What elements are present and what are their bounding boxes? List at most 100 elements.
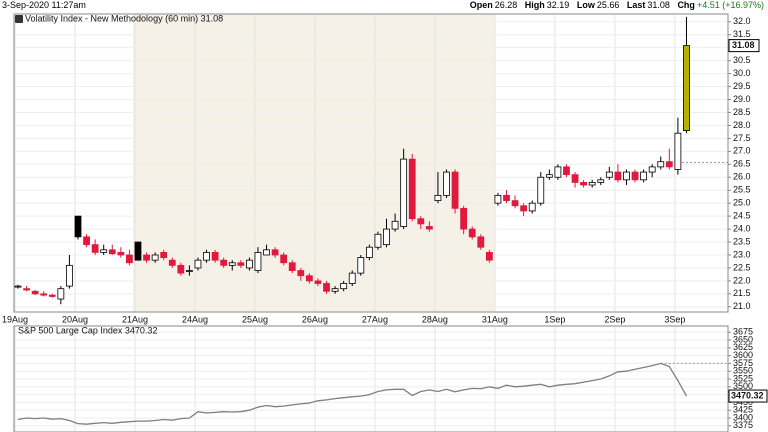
- x-tick-label: 27Aug: [362, 314, 388, 324]
- quote-label: Open: [469, 0, 493, 10]
- last-value-label: 3470.32: [731, 390, 764, 400]
- candle-body: [605, 171, 613, 178]
- y-tick-label: 29.5: [733, 81, 751, 91]
- candle-body: [126, 254, 133, 264]
- quote-value: 26.28: [494, 0, 518, 10]
- x-tick-label: 31Aug: [482, 314, 508, 324]
- candle-body: [91, 244, 99, 253]
- x-tick-label: 1Sep: [544, 314, 565, 324]
- last-value-box: [728, 389, 768, 403]
- x-tick-label: 3Sep: [664, 314, 685, 324]
- quote-label: Chg: [677, 0, 695, 10]
- candle-body: [614, 171, 622, 181]
- candle-body: [425, 226, 433, 230]
- candle-body: [494, 194, 502, 204]
- candle-body: [151, 254, 159, 261]
- y-tick-label: 21.0: [733, 301, 751, 311]
- candle-body: [443, 171, 450, 196]
- quote-label: Low: [576, 0, 595, 10]
- candle-body: [597, 179, 605, 183]
- candle-body: [14, 285, 22, 288]
- candle-body: [357, 257, 365, 274]
- quote-label: High: [524, 0, 545, 10]
- candle-body: [348, 272, 356, 284]
- candle-body: [168, 259, 176, 266]
- y-tick-label: 30.0: [733, 68, 751, 78]
- candle-body: [117, 251, 125, 256]
- datetime: 3-Sep-2020 11:27am: [2, 0, 86, 10]
- candle-body: [203, 251, 210, 261]
- y-tick-label: 27.0: [733, 146, 751, 156]
- candle-body: [640, 171, 648, 181]
- candle-body: [160, 251, 168, 258]
- y-tick-label: 25.0: [733, 198, 751, 208]
- y-tick-label: 3575: [733, 358, 753, 368]
- candle-body: [108, 249, 116, 255]
- candle-body: [580, 182, 588, 186]
- candle-body: [185, 270, 193, 272]
- y-tick-label: 3425: [733, 405, 753, 415]
- candle-body: [408, 158, 416, 220]
- y-tick-label: 3400: [733, 412, 753, 422]
- quote-label: Last: [626, 0, 646, 10]
- candle-body: [511, 200, 519, 207]
- y-tick-label: 25.5: [733, 185, 751, 195]
- y-tick-label: 29.0: [733, 94, 751, 104]
- candle-body: [305, 275, 313, 282]
- candle-body: [648, 166, 656, 173]
- candle-body: [237, 262, 245, 266]
- panel-title: S&P 500 Large Cap Index 3470.32: [18, 325, 157, 335]
- x-tick-label: 28Aug: [422, 314, 448, 324]
- y-tick-label: 22.0: [733, 275, 751, 285]
- quote-value: 32.19: [546, 0, 570, 10]
- candle-body: [417, 218, 425, 225]
- y-tick-label: 3500: [733, 381, 753, 391]
- y-tick-label: 31.5: [733, 29, 751, 39]
- quote-value: 31.08: [647, 0, 670, 10]
- quote: Open 26.28 High 32.19 Low 25.66 Last 31.08 C…: [465, 0, 764, 11]
- candle-body: [468, 228, 476, 238]
- candle-body: [23, 288, 30, 291]
- y-tick-label: 28.0: [733, 120, 751, 130]
- panel-icon: [15, 15, 23, 23]
- candle-body: [177, 264, 185, 274]
- candle-body: [340, 283, 348, 290]
- candle-body: [40, 293, 48, 296]
- candle-body: [74, 215, 82, 238]
- candle-body: [271, 249, 279, 256]
- candle-body: [100, 249, 108, 253]
- candle-body: [631, 171, 639, 181]
- y-tick-label: 24.0: [733, 223, 751, 233]
- index-line: [17, 362, 688, 425]
- candle-body: [288, 262, 296, 271]
- y-tick-label: 23.5: [733, 236, 751, 246]
- candle-body: [391, 220, 399, 230]
- candle-body: [83, 236, 90, 246]
- candle-body: [477, 236, 485, 248]
- candle-body: [280, 254, 288, 264]
- y-tick-label: 3675: [733, 327, 753, 337]
- candle-body: [57, 288, 65, 300]
- candle-body: [263, 249, 270, 256]
- candle-body: [365, 246, 373, 258]
- y-tick-label: 27.5: [733, 133, 751, 143]
- last-value-label: 31.08: [732, 40, 755, 50]
- y-tick-label: 22.5: [733, 262, 751, 272]
- y-tick-label: 32.0: [733, 16, 751, 26]
- candle-body: [571, 174, 579, 183]
- candle-body: [66, 264, 73, 287]
- x-tick-label: 24Aug: [182, 314, 208, 324]
- candle-body: [434, 194, 442, 201]
- candle-body: [520, 205, 528, 212]
- candle-body: [545, 174, 553, 178]
- candle-body: [220, 259, 228, 266]
- y-tick-label: 26.0: [733, 172, 751, 182]
- y-tick-label: 21.5: [733, 288, 751, 298]
- y-tick-label: 3600: [733, 350, 753, 360]
- y-tick-label: 24.5: [733, 210, 751, 220]
- y-tick-label: 3375: [733, 420, 753, 430]
- candle-body: [228, 262, 236, 266]
- candle-body: [331, 288, 339, 292]
- candle-body: [400, 158, 408, 227]
